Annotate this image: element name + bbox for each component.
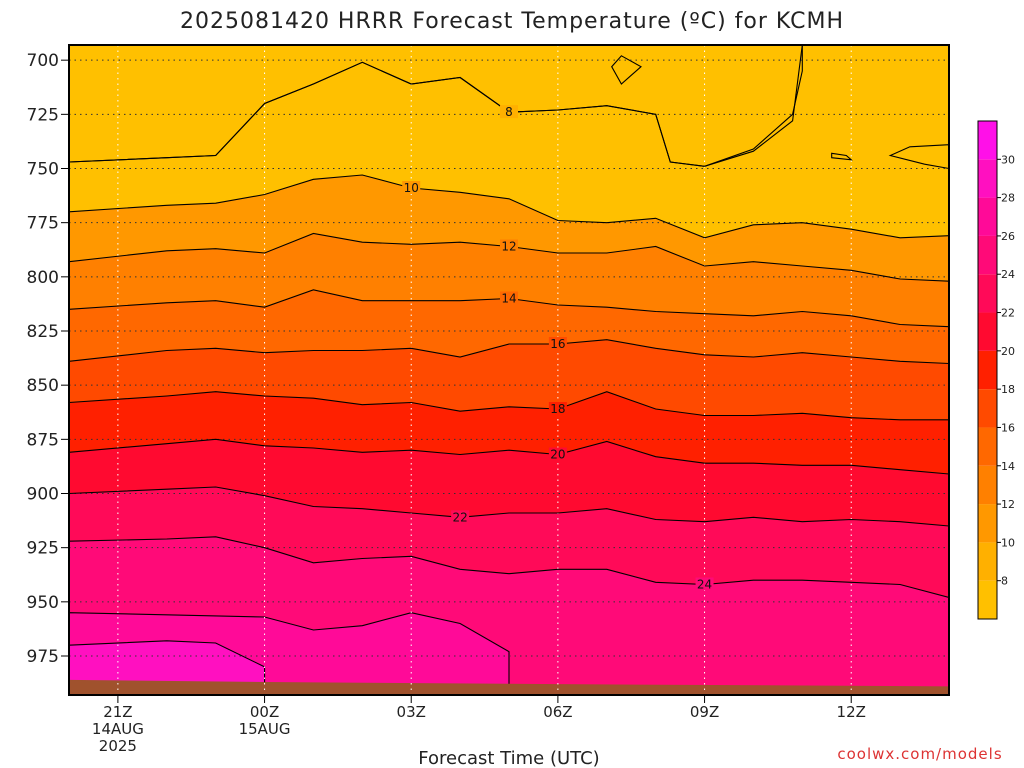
colorbar-label: 10: [1001, 536, 1015, 549]
contour-line-12: [69, 232, 949, 282]
colorbar-swatch: [978, 465, 997, 505]
colorbar-label: 16: [1001, 421, 1015, 434]
y-tick-label: 825: [27, 322, 59, 342]
x-tick-label: 14AUG: [92, 720, 144, 738]
contour-line-18: [69, 391, 949, 421]
colorbar-swatch: [978, 159, 997, 198]
contour-label-bg: [500, 239, 518, 253]
plot-area: [69, 45, 949, 695]
colorbar-frame: [977, 120, 998, 620]
contour-label-bg: [500, 291, 518, 305]
colorbar-swatch: [978, 197, 997, 236]
x-tick-label: 2025: [99, 737, 137, 755]
x-tick-label: 00Z: [250, 703, 279, 721]
y-tick-label: 725: [27, 105, 59, 125]
fill-pocket-3: [888, 144, 949, 170]
contour-label-16: 16: [550, 337, 565, 351]
colorbar-swatch: [978, 235, 997, 275]
colorbar-label: 28: [1001, 192, 1015, 205]
chart-title: 2025081420 HRRR Forecast Temperature (ºC…: [180, 9, 844, 34]
y-axis: 700 725 750 775 800 825 850 875 900 925 950 975: [27, 51, 69, 667]
contour-line-14: [69, 289, 949, 328]
contour-label-bg: [500, 105, 518, 119]
y-tick-label: 750: [27, 160, 59, 180]
contour-label-bg: [548, 447, 567, 461]
y-tick-label: 975: [27, 647, 59, 667]
x-tick-label: 06Z: [543, 703, 572, 721]
y-tick-label: 850: [27, 376, 59, 396]
ground-terrain: [69, 679, 949, 695]
x-tick-label: 15AUG: [239, 720, 291, 738]
x-tick-label: 12Z: [837, 703, 866, 721]
colorbar-swatch: [978, 504, 997, 543]
colorbar-label: 18: [1001, 383, 1015, 396]
contour-label-bg: [451, 510, 470, 524]
contour-line-10: [69, 174, 949, 239]
contour-label-bg: [548, 337, 567, 350]
y-tick-label: 800: [27, 268, 59, 288]
contour-label-18: 18: [550, 402, 565, 416]
contour-label-8: 8: [505, 105, 513, 119]
colorbar-swatch: [978, 121, 997, 160]
contour-label-bg: [402, 181, 421, 194]
y-tick-label: 925: [27, 539, 59, 559]
credit-text: coolwx.com/models: [837, 745, 1002, 763]
y-tick-label: 875: [27, 430, 59, 450]
contour-label-22: 22: [452, 510, 467, 524]
colorbar-swatch: [978, 389, 997, 428]
y-tick-label: 700: [27, 51, 59, 71]
contour-label-bg: [548, 402, 567, 415]
colorbar-label: 30: [1001, 153, 1015, 166]
contour-line-20: [69, 438, 949, 475]
colorbar-swatch: [978, 580, 997, 619]
y-tick-label: 900: [27, 485, 59, 505]
colorbar-swatch: [978, 542, 997, 581]
contour-label-14: 14: [501, 292, 516, 306]
contour-label-24: 24: [697, 578, 712, 592]
x-tick-label: 03Z: [397, 703, 426, 721]
colorbar-label: 24: [1001, 268, 1015, 281]
contour-line-24: [69, 536, 949, 599]
contour-label-12: 12: [501, 240, 516, 254]
contour-label-10: 10: [404, 181, 419, 195]
y-tick-label: 950: [27, 593, 59, 613]
contour-line-22: [69, 486, 949, 527]
contour-label-bg: [695, 577, 714, 591]
x-tick-label: 09Z: [690, 703, 719, 721]
colorbar-label: 12: [1001, 498, 1015, 511]
colorbar-swatch: [978, 274, 997, 313]
grid-lines: [69, 45, 949, 695]
fill-pocket-2: [611, 55, 642, 85]
x-tick-label: 21Z: [103, 703, 132, 721]
fill-pocket-4: [831, 152, 853, 161]
colorbar-label: 26: [1001, 230, 1015, 243]
colorbar-swatch: [978, 350, 997, 390]
x-axis-title: Forecast Time (UTC): [418, 748, 599, 768]
colorbar-swatch: [978, 427, 997, 466]
contour-line-16: [69, 339, 949, 365]
y-tick-label: 775: [27, 214, 59, 234]
colorbar-label: 22: [1001, 307, 1015, 320]
colorbar: 8 10 12 14 16 18 20 22 24 26 28 30: [977, 120, 1015, 620]
plot-frame: [68, 44, 950, 696]
contour-lines: 8 10 12 14 16 18 20 22 24: [69, 45, 949, 599]
contour-label-20: 20: [550, 448, 565, 462]
colorbar-label: 14: [1001, 460, 1015, 473]
colorbar-label: 20: [1001, 345, 1015, 358]
colorbar-label: 8: [1001, 575, 1008, 588]
colorbar-swatch: [978, 312, 997, 351]
